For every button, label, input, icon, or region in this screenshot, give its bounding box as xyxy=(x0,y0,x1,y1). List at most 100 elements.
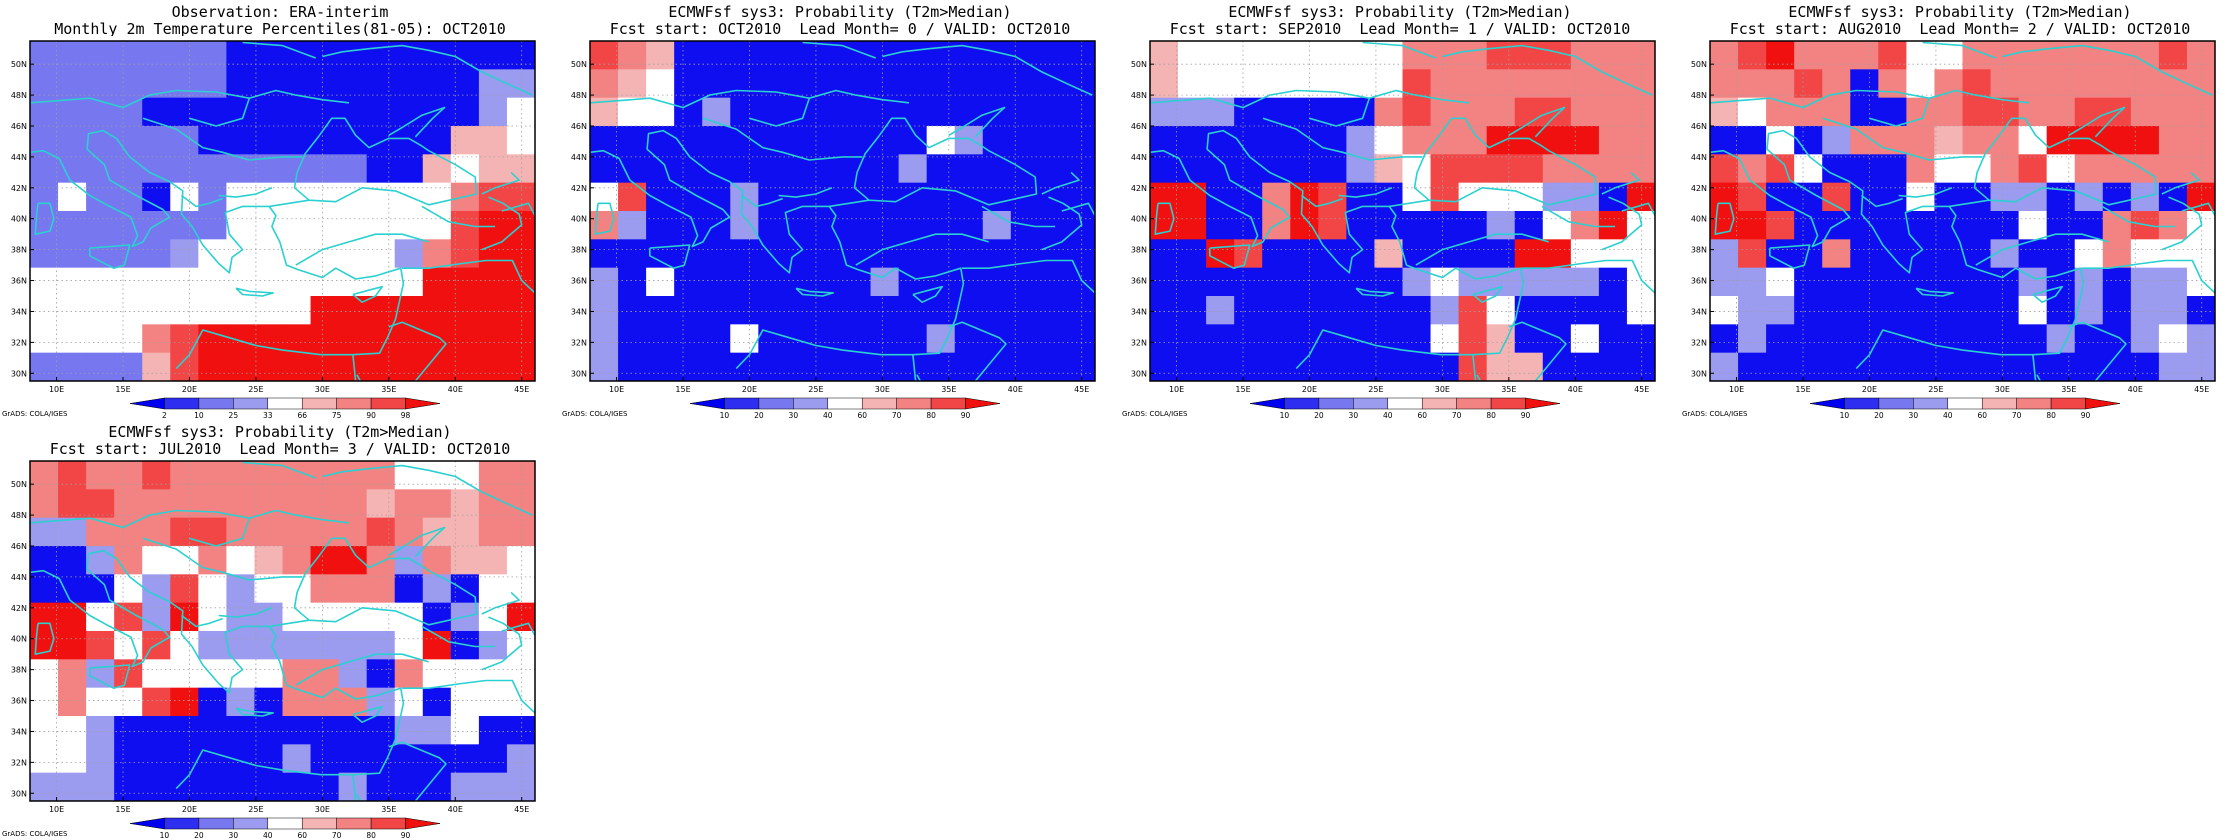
map-cell xyxy=(926,182,956,212)
map-cell xyxy=(86,517,115,547)
map-cell xyxy=(1514,154,1544,184)
coastline xyxy=(181,194,223,208)
map-cell xyxy=(114,41,143,70)
map-cell xyxy=(1822,324,1851,354)
coastline xyxy=(218,187,273,198)
map-cell xyxy=(1318,154,1347,184)
map-cell xyxy=(1486,239,1516,269)
map-cell xyxy=(1794,41,1823,70)
legend-swatch xyxy=(233,817,269,830)
map-cell xyxy=(1150,126,1179,155)
map-cell xyxy=(58,659,87,689)
map-cell xyxy=(198,631,227,660)
map-cell xyxy=(30,267,59,297)
lon-tick-label: 30E xyxy=(315,385,330,394)
map-cell xyxy=(506,716,536,745)
map-cell xyxy=(590,211,619,240)
map-cell xyxy=(842,41,871,70)
map-cell xyxy=(1766,324,1795,354)
map-cell xyxy=(310,182,340,212)
map-cell xyxy=(2046,239,2076,269)
legend-label: 70 xyxy=(2012,411,2022,420)
map-cell xyxy=(2130,97,2160,127)
coastline xyxy=(481,616,523,671)
map-cell xyxy=(1738,154,1767,184)
legend-swatch xyxy=(267,397,303,410)
map-cell xyxy=(58,211,87,240)
map-cell xyxy=(1626,324,1656,354)
map-cell xyxy=(982,41,1012,70)
map-cell xyxy=(702,324,731,354)
map-cell xyxy=(814,296,843,325)
map-cell xyxy=(86,239,115,269)
map-cell xyxy=(702,239,731,269)
map-cell xyxy=(226,772,255,802)
map-cell xyxy=(1402,97,1431,127)
map-cell xyxy=(870,154,900,184)
map-cell xyxy=(1542,267,1572,297)
coastline xyxy=(948,321,1007,382)
legend-swatch xyxy=(405,817,441,830)
map-cell xyxy=(1738,352,1767,382)
legend-label: 40 xyxy=(823,411,833,420)
legend-swatch xyxy=(164,397,200,410)
map-frame xyxy=(589,40,1096,382)
map-cell xyxy=(702,97,731,127)
map-cell xyxy=(30,659,59,689)
map-cell xyxy=(338,154,368,184)
map-cell xyxy=(58,716,87,745)
map-cell xyxy=(1766,69,1795,99)
map-cell xyxy=(730,324,759,354)
coastline xyxy=(89,664,131,690)
map-cell xyxy=(1486,154,1516,184)
map-cell xyxy=(310,602,340,632)
map-cell xyxy=(1290,154,1319,184)
map-cell xyxy=(366,296,396,325)
map-cell xyxy=(114,517,143,547)
map-cell xyxy=(198,41,227,70)
map-cell xyxy=(58,772,87,802)
coastline xyxy=(1061,202,1096,216)
map-cell xyxy=(226,546,255,575)
coastline xyxy=(1975,233,2109,266)
coastline xyxy=(2082,259,2216,294)
map-cell xyxy=(142,296,171,325)
legend-swatch xyxy=(1844,397,1880,410)
legend-label: 90 xyxy=(401,831,411,840)
map-cell xyxy=(2158,97,2188,127)
panel-subtitle: Fcst start: OCT2010 Lead Month= 0 / VALI… xyxy=(609,20,1071,38)
lat-tick-label: 42N xyxy=(1131,184,1147,193)
map-cell xyxy=(142,659,171,689)
map-cell xyxy=(982,239,1012,269)
map-cell xyxy=(506,239,536,269)
map-cell xyxy=(170,324,199,354)
coastline xyxy=(1922,41,1996,59)
map-cell xyxy=(1598,41,1628,70)
map-cell xyxy=(310,296,340,325)
map-cell xyxy=(814,352,843,382)
map-cell xyxy=(1990,352,2020,382)
coastline xyxy=(855,233,989,266)
map-cell xyxy=(870,267,900,297)
lon-tick-label: 45E xyxy=(1634,385,1649,394)
map-cell xyxy=(1514,69,1544,99)
map-cell xyxy=(422,659,452,689)
map-cell xyxy=(478,69,508,99)
map-cell xyxy=(1038,182,1068,212)
map-cell xyxy=(926,69,956,99)
map-cell xyxy=(1430,154,1460,184)
map-cell xyxy=(1150,239,1179,269)
coastline xyxy=(1149,129,1525,370)
map-cell xyxy=(282,352,311,382)
map-cell xyxy=(30,69,59,99)
legend-label: 40 xyxy=(1943,411,1953,420)
map-cell xyxy=(338,631,368,660)
map-cell xyxy=(170,126,199,155)
lat-tick-label: 50N xyxy=(1131,60,1147,69)
map-cell xyxy=(450,489,480,519)
map-cell xyxy=(282,211,311,240)
legend-swatch xyxy=(164,817,200,830)
map-cell xyxy=(1290,239,1319,269)
map-cell xyxy=(170,461,199,490)
map-cell xyxy=(114,744,143,774)
